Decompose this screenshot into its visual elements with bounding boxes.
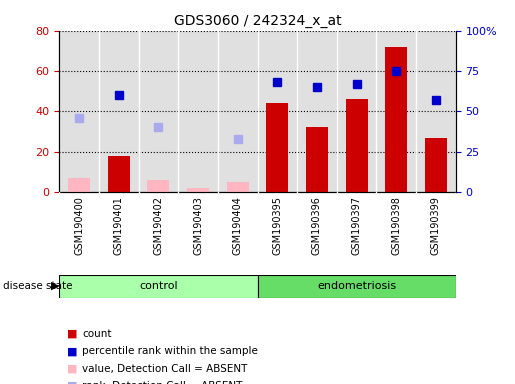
- Text: GSM190395: GSM190395: [272, 196, 282, 255]
- Text: rank, Detection Call = ABSENT: rank, Detection Call = ABSENT: [82, 381, 243, 384]
- Text: GSM190403: GSM190403: [193, 196, 203, 255]
- Text: disease state: disease state: [3, 281, 72, 291]
- Text: GSM190396: GSM190396: [312, 196, 322, 255]
- Text: count: count: [82, 329, 112, 339]
- Text: value, Detection Call = ABSENT: value, Detection Call = ABSENT: [82, 364, 248, 374]
- Title: GDS3060 / 242324_x_at: GDS3060 / 242324_x_at: [174, 14, 341, 28]
- Text: control: control: [139, 281, 178, 291]
- Bar: [147, 180, 169, 192]
- Bar: [227, 182, 249, 192]
- Text: GSM190402: GSM190402: [153, 196, 163, 255]
- Bar: [108, 156, 130, 192]
- Text: GSM190404: GSM190404: [233, 196, 243, 255]
- Text: ■: ■: [67, 364, 77, 374]
- Text: percentile rank within the sample: percentile rank within the sample: [82, 346, 259, 356]
- Text: GSM190399: GSM190399: [431, 196, 441, 255]
- Text: GSM190397: GSM190397: [352, 196, 362, 255]
- Bar: [187, 188, 209, 192]
- Text: GSM190398: GSM190398: [391, 196, 401, 255]
- Bar: [68, 178, 90, 192]
- Text: GSM190400: GSM190400: [74, 196, 84, 255]
- Text: ■: ■: [67, 346, 77, 356]
- Text: ■: ■: [67, 329, 77, 339]
- Bar: [346, 99, 368, 192]
- Bar: [266, 103, 288, 192]
- Text: GSM190401: GSM190401: [114, 196, 124, 255]
- Text: ■: ■: [67, 381, 77, 384]
- Bar: [425, 137, 447, 192]
- Bar: [306, 127, 328, 192]
- Text: ▶: ▶: [52, 281, 60, 291]
- Bar: [59, 275, 258, 298]
- Bar: [385, 47, 407, 192]
- Text: endometriosis: endometriosis: [317, 281, 396, 291]
- Bar: [258, 275, 456, 298]
